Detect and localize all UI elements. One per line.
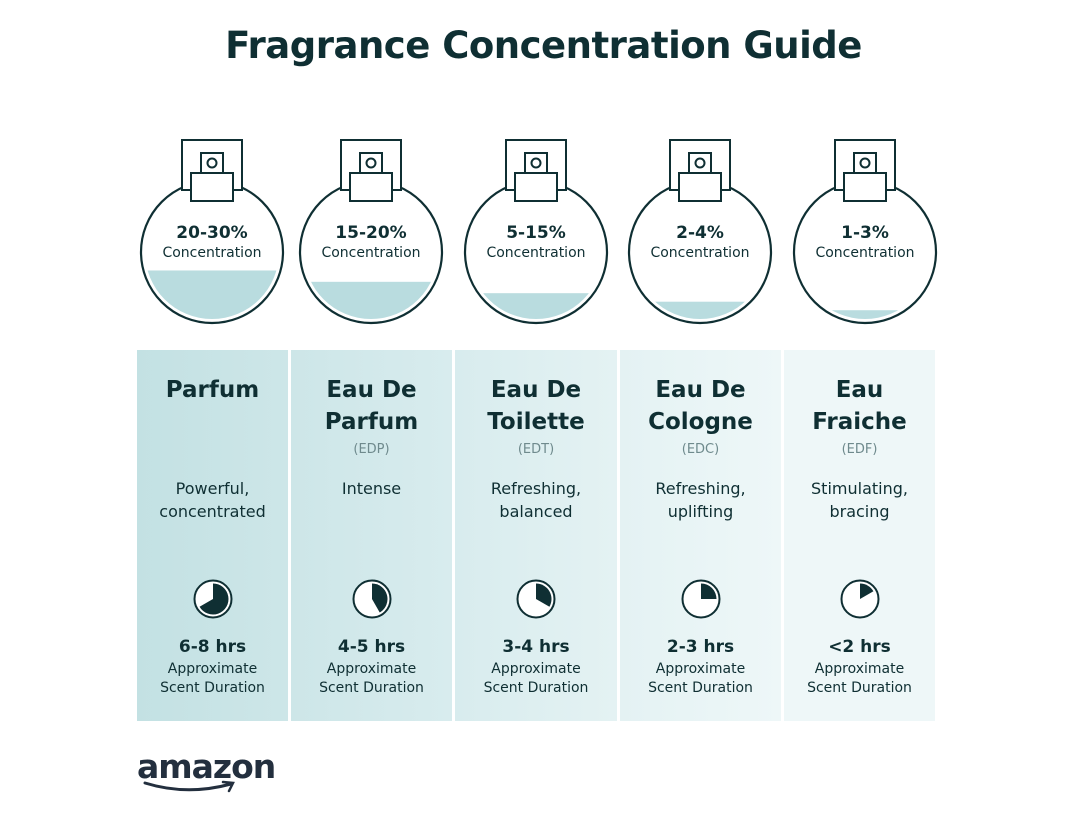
- fragrance-abbreviation: (EDC): [681, 442, 720, 457]
- concentration-value: 15-20%: [335, 223, 407, 243]
- concentration-label: Concentration: [650, 245, 750, 261]
- clock-duration-wedge: [371, 583, 387, 613]
- bottle-neck: [678, 172, 722, 202]
- fragrance-name: Eau Fraiche: [812, 377, 907, 435]
- bottle-nozzle: [200, 152, 224, 174]
- duration-label: Approximate Scent Duration: [483, 661, 589, 696]
- concentration-label: Concentration: [815, 245, 915, 261]
- column-eau-de-toilette: Eau De Toilette (EDT) Refreshing, balanc…: [455, 350, 617, 721]
- fragrance-abbreviation: (EDT): [517, 442, 555, 457]
- duration-label: Approximate Scent Duration: [160, 661, 265, 696]
- duration-label: Approximate Scent Duration: [648, 661, 753, 696]
- concentration-value: 5-15%: [506, 223, 566, 243]
- duration-value: 6-8 hrs: [178, 637, 247, 657]
- amazon-logo: amazon: [137, 747, 276, 793]
- logo-wordmark: amazon: [137, 747, 276, 786]
- fragrance-name: Eau De Parfum: [324, 377, 419, 435]
- clock-icon: [840, 579, 879, 619]
- fragrance-description: Refreshing, balanced: [490, 479, 582, 521]
- clock-duration-wedge: [199, 583, 228, 615]
- bottle-liquid: [469, 293, 603, 319]
- bottle-neck: [349, 172, 393, 202]
- bottle-nozzle: [688, 152, 712, 174]
- bottle-liquid: [798, 310, 932, 319]
- duration-value: 4-5 hrs: [337, 637, 406, 657]
- concentration-label: Concentration: [486, 245, 586, 261]
- column-eau-de-cologne: Eau De Cologne (EDC) Refreshing, uplifti…: [620, 350, 781, 721]
- fragrance-abbreviation: (EDF): [841, 442, 878, 457]
- clock-duration-wedge: [700, 583, 716, 599]
- bottle-liquid: [633, 301, 767, 319]
- fragrance-name: Eau De Cologne: [648, 377, 753, 435]
- fragrance-name: Eau De Toilette: [487, 377, 585, 435]
- bottle-eau-de-toilette: 5-15% Concentration: [456, 135, 616, 335]
- fragrance-description: Powerful, concentrated: [159, 479, 266, 521]
- bottle-eau-de-cologne: 2-4% Concentration: [620, 135, 780, 335]
- fragrance-name: Parfum: [165, 377, 260, 403]
- fragrance-description: Refreshing, uplifting: [655, 479, 746, 521]
- duration-value: <2 hrs: [828, 637, 891, 657]
- column-parfum: Parfum Powerful, concentrated 6-8 hrs Ap…: [137, 350, 288, 721]
- bottle-nozzle: [853, 152, 877, 174]
- duration-label: Approximate Scent Duration: [319, 661, 424, 696]
- concentration-value: 2-4%: [676, 223, 724, 243]
- fragrance-description: Intense: [341, 479, 402, 498]
- smile-arrow-icon: [143, 780, 235, 793]
- concentration-label: Concentration: [162, 245, 262, 261]
- clock-icon: [516, 579, 556, 619]
- concentration-value: 20-30%: [176, 223, 248, 243]
- page-title: Fragrance Concentration Guide: [225, 24, 862, 67]
- clock-icon: [681, 579, 720, 619]
- bottle-nozzle: [524, 152, 548, 174]
- column-eau-fraiche: Eau Fraiche (EDF) Stimulating, bracing <…: [784, 350, 935, 721]
- bottle-neck: [514, 172, 558, 202]
- column-eau-de-parfum: Eau De Parfum (EDP) Intense 4-5 hrs Appr…: [291, 350, 452, 721]
- fragrance-abbreviation: (EDP): [353, 442, 390, 457]
- concentration-value: 1-3%: [841, 223, 889, 243]
- fragrance-description: Stimulating, bracing: [811, 479, 908, 521]
- bottle-liquid: [304, 281, 438, 319]
- concentration-label: Concentration: [321, 245, 421, 261]
- duration-label: Approximate Scent Duration: [807, 661, 912, 696]
- bottle-nozzle: [359, 152, 383, 174]
- bottle-eau-fraiche: 1-3% Concentration: [785, 135, 945, 335]
- bottle-parfum: 20-30% Concentration: [132, 135, 292, 335]
- duration-value: 3-4 hrs: [502, 637, 570, 657]
- clock-icon: [193, 579, 232, 619]
- bottle-neck: [843, 172, 887, 202]
- bottle-neck: [190, 172, 234, 202]
- bottle-eau-de-parfum: 15-20% Concentration: [291, 135, 451, 335]
- clock-duration-wedge: [859, 583, 873, 599]
- clock-duration-wedge: [536, 583, 552, 607]
- clock-icon: [352, 579, 391, 619]
- duration-value: 2-3 hrs: [666, 637, 735, 657]
